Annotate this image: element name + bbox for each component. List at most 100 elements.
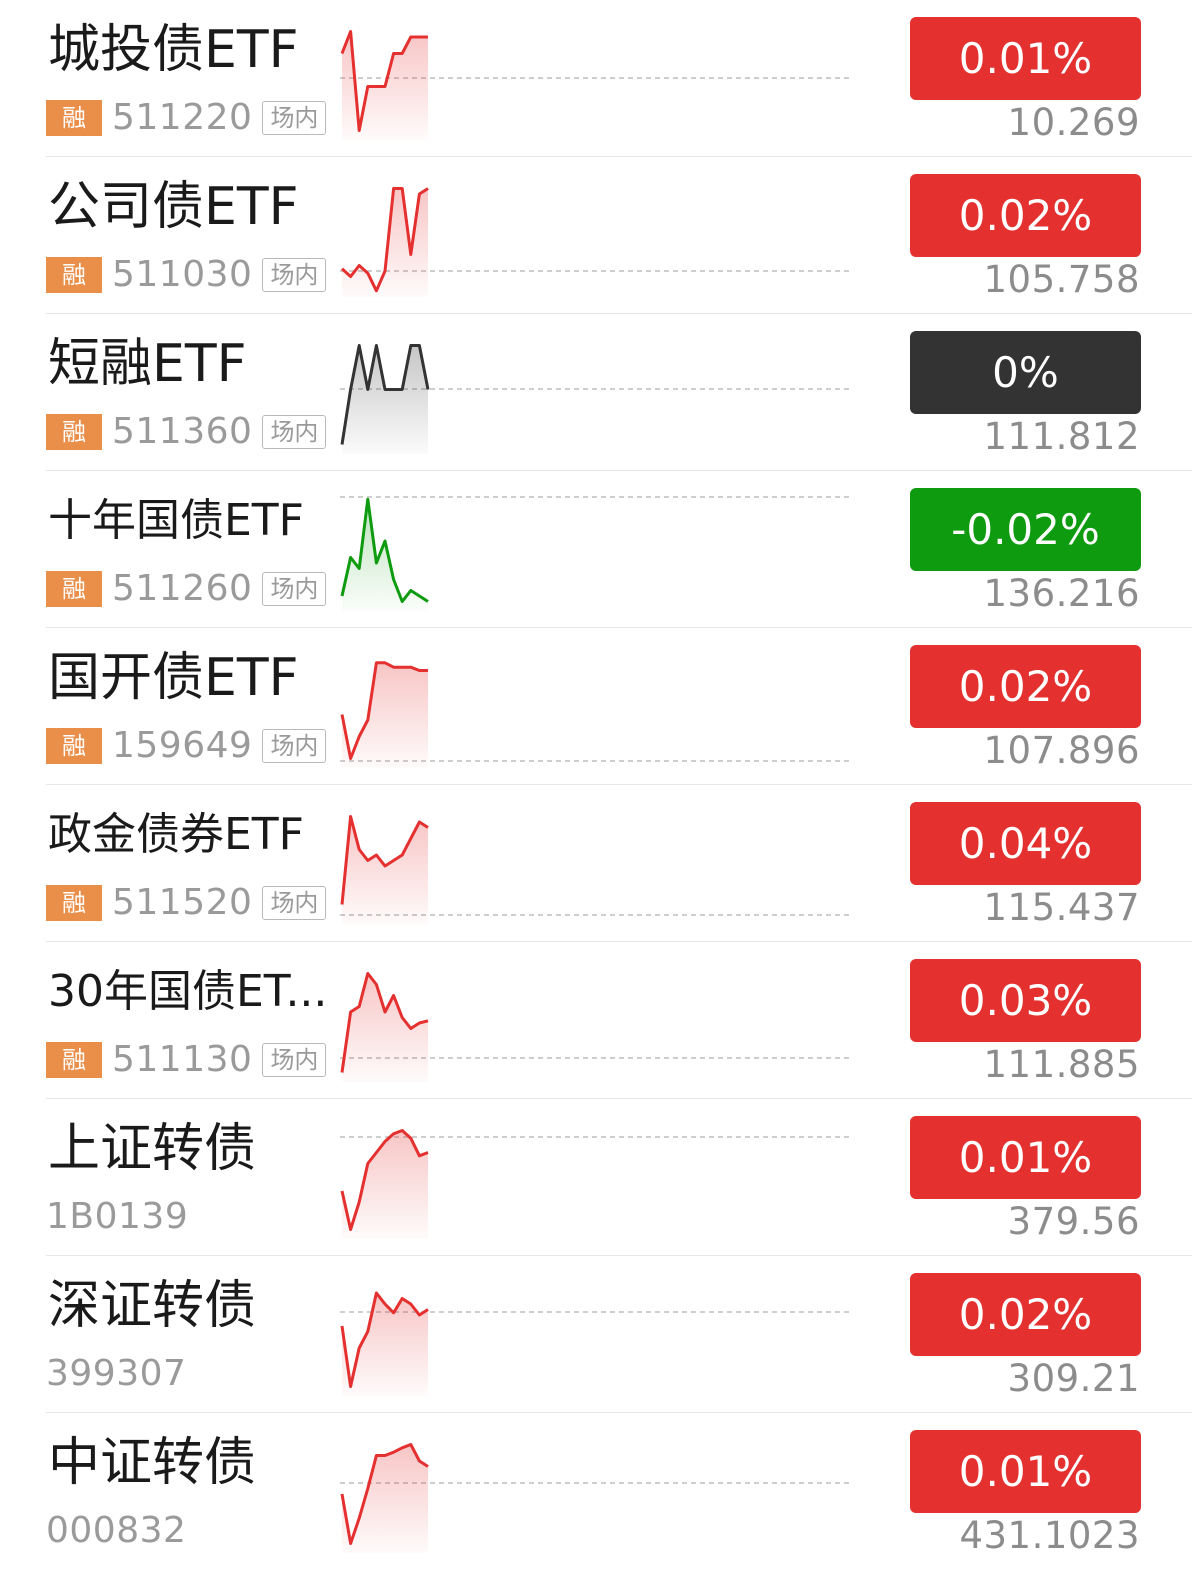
security-code: 159649 [112,725,253,766]
sparkline-line [340,661,428,760]
venue-tag: 场内 [262,729,327,763]
sparkline-area [342,1130,428,1239]
sparkline-chart [340,30,852,140]
divider [46,627,1192,628]
sparkline-line [340,1443,429,1545]
sparkline-area [342,1293,428,1396]
security-name: 短融ETF [48,334,247,394]
security-code: 511220 [112,97,253,138]
last-price: 309.21 [1007,1357,1140,1400]
sparkline-line [340,1291,429,1388]
margin-badge: 融 [46,885,102,921]
divider [46,470,1192,471]
venue-tag: 场内 [262,415,327,449]
venue-tag: 场内 [262,101,327,135]
security-name: 国开债ETF [48,648,299,708]
sparkline-chart [340,187,852,297]
sparkline-line [340,187,429,293]
change-percent-badge[interactable]: 0.02% [910,1273,1141,1356]
sparkline-line [340,30,428,132]
security-meta: 1B0139 [46,1197,198,1237]
sparkline-area [342,499,428,611]
divider [46,1255,1192,1256]
security-code: 511360 [112,411,253,452]
security-meta: 融 511520 场内 [46,882,327,923]
security-meta: 融 511260 场内 [46,568,327,609]
margin-badge: 融 [46,414,102,450]
security-meta: 融 159649 场内 [46,725,327,766]
change-percent-badge[interactable]: 0.01% [910,1116,1141,1199]
security-code: 511130 [112,1039,253,1080]
sparkline-line [340,1129,429,1231]
security-name: 政金债券ETF [48,809,304,860]
sparkline-chart [340,972,852,1082]
security-code: 1B0139 [46,1196,189,1237]
list-item[interactable]: 30年国债ET... 融 511130 场内 0.03% 111.885 [0,942,1192,1099]
security-name: 上证转债 [48,1119,257,1179]
last-price: 10.269 [1007,101,1140,144]
sparkline-chart [340,1129,852,1239]
sparkline-chart [340,815,852,925]
security-code: 511520 [112,882,253,923]
security-code: 511260 [112,568,253,609]
venue-tag: 场内 [262,886,327,920]
sparkline-line [340,344,430,445]
security-code: 511030 [112,254,253,295]
last-price: 105.758 [983,258,1140,301]
list-item[interactable]: 短融ETF 融 511360 场内 0% 111.812 [0,314,1192,471]
list-item[interactable]: 政金债券ETF 融 511520 场内 0.04% 115.437 [0,785,1192,942]
sparkline-line [340,497,429,603]
last-price: 136.216 [983,572,1140,615]
sparkline-area [342,973,428,1082]
security-meta: 融 511220 场内 [46,97,327,138]
change-percent-badge[interactable]: -0.02% [910,488,1141,571]
change-percent-badge[interactable]: 0.02% [910,645,1141,728]
security-name: 十年国债ETF [48,495,304,546]
venue-tag: 场内 [262,572,327,606]
sparkline-line [340,815,429,905]
venue-tag: 场内 [262,258,327,292]
sparkline-chart [340,1291,852,1396]
sparkline-area [342,1444,428,1553]
sparkline-line [340,972,429,1073]
change-percent-badge[interactable]: 0.02% [910,174,1141,257]
change-percent-badge[interactable]: 0.03% [910,959,1141,1042]
list-item[interactable]: 国开债ETF 融 159649 场内 0.02% 107.896 [0,628,1192,785]
list-item[interactable]: 中证转债 000832 0.01% 431.1023 [0,1413,1192,1570]
divider [46,784,1192,785]
change-percent-badge[interactable]: 0.04% [910,802,1141,885]
list-item[interactable]: 城投债ETF 融 511220 场内 0.01% 10.269 [0,0,1192,157]
list-item[interactable]: 公司债ETF 融 511030 场内 0.02% 105.758 [0,157,1192,314]
last-price: 111.885 [983,1043,1140,1086]
security-meta: 399307 [46,1354,196,1394]
change-percent-badge[interactable]: 0% [910,331,1141,414]
divider [46,313,1192,314]
venue-tag: 场内 [262,1043,327,1077]
security-name: 城投债ETF [48,20,299,80]
sparkline-area [342,662,428,768]
margin-badge: 融 [46,571,102,607]
list-item[interactable]: 十年国债ETF 融 511260 场内 -0.02% 136.216 [0,471,1192,628]
margin-badge: 融 [46,1042,102,1078]
divider [46,1412,1192,1413]
change-percent-badge[interactable]: 0.01% [910,1430,1141,1513]
last-price: 107.896 [983,729,1140,772]
security-meta: 000832 [46,1511,196,1551]
security-meta: 融 511130 场内 [46,1039,327,1080]
margin-badge: 融 [46,257,102,293]
security-name: 深证转债 [48,1276,257,1336]
change-percent-badge[interactable]: 0.01% [910,17,1141,100]
list-item[interactable]: 深证转债 399307 0.02% 309.21 [0,1256,1192,1413]
divider [46,941,1192,942]
security-meta: 融 511030 场内 [46,254,327,295]
security-code: 000832 [46,1510,187,1551]
list-item[interactable]: 上证转债 1B0139 0.01% 379.56 [0,1099,1192,1256]
margin-badge: 融 [46,728,102,764]
security-name: 30年国债ET... [48,966,328,1017]
security-name: 公司债ETF [48,177,299,237]
security-meta: 融 511360 场内 [46,411,327,452]
last-price: 431.1023 [959,1514,1140,1557]
sparkline-area [342,816,428,925]
sparkline-chart [340,344,852,454]
last-price: 379.56 [1007,1200,1140,1243]
